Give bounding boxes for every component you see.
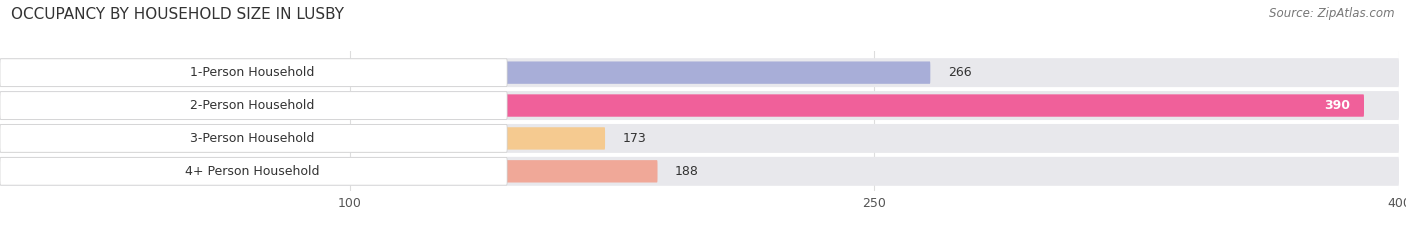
FancyBboxPatch shape [0,160,658,182]
FancyBboxPatch shape [0,157,1399,186]
FancyBboxPatch shape [0,94,1364,117]
FancyBboxPatch shape [0,124,1399,153]
FancyBboxPatch shape [0,59,508,86]
Text: Source: ZipAtlas.com: Source: ZipAtlas.com [1270,7,1395,20]
FancyBboxPatch shape [0,127,605,150]
FancyBboxPatch shape [0,62,931,84]
Text: 4+ Person Household: 4+ Person Household [184,165,319,178]
Text: 390: 390 [1324,99,1350,112]
Text: 266: 266 [948,66,972,79]
Text: 3-Person Household: 3-Person Household [190,132,314,145]
FancyBboxPatch shape [0,125,508,152]
Text: 173: 173 [623,132,647,145]
Text: OCCUPANCY BY HOUSEHOLD SIZE IN LUSBY: OCCUPANCY BY HOUSEHOLD SIZE IN LUSBY [11,7,344,22]
FancyBboxPatch shape [0,92,508,119]
FancyBboxPatch shape [0,91,1399,120]
FancyBboxPatch shape [0,158,508,185]
Text: 188: 188 [675,165,699,178]
Text: 1-Person Household: 1-Person Household [190,66,314,79]
Text: 2-Person Household: 2-Person Household [190,99,314,112]
FancyBboxPatch shape [0,58,1399,87]
